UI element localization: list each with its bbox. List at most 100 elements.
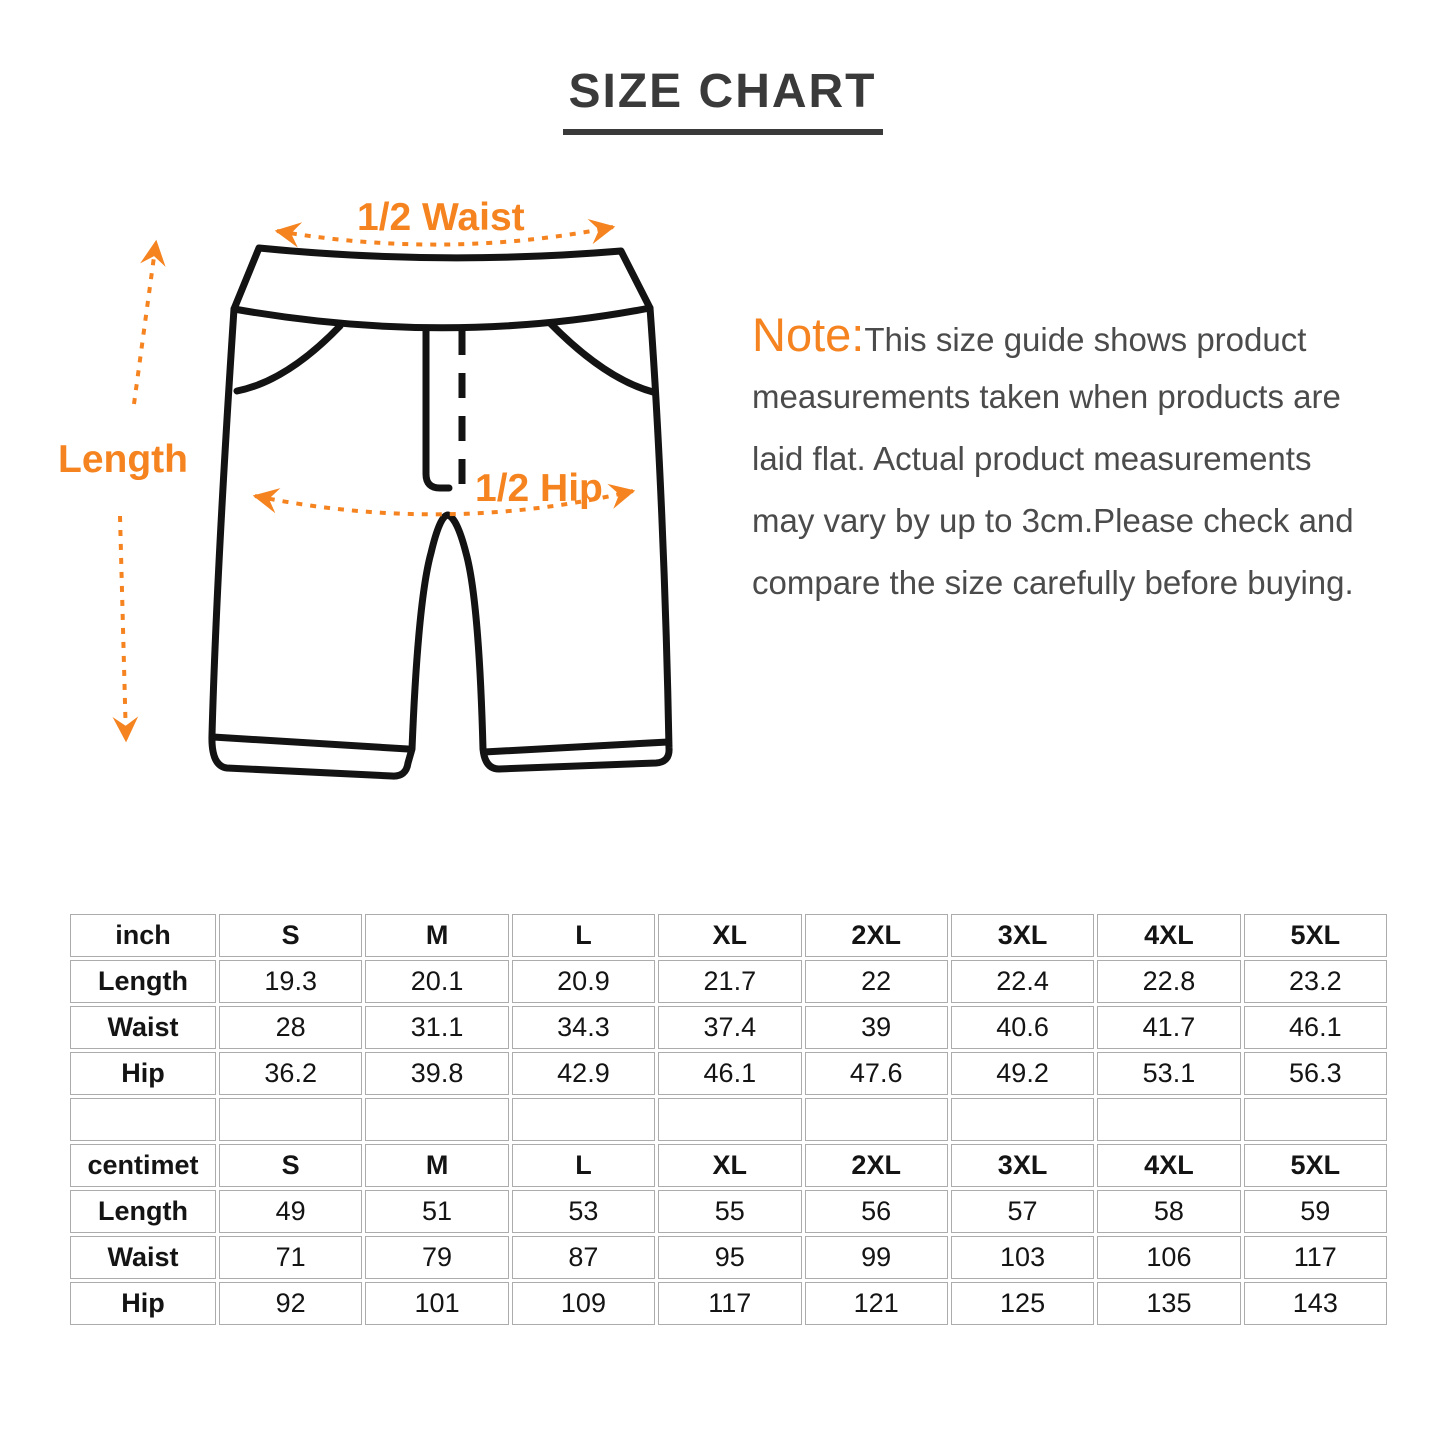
value-cell: 87 <box>511 1236 656 1279</box>
size-header-cell: XL <box>658 1144 802 1187</box>
size-header-cell: M <box>365 1144 509 1187</box>
value-cell: 57 <box>950 1190 1095 1233</box>
size-header-cell: M <box>365 914 509 957</box>
value-cell: 46.1 <box>658 1052 802 1095</box>
value-cell: 135 <box>1097 1282 1241 1325</box>
size-header-cell: 4XL <box>1097 1144 1241 1187</box>
value-cell: 121 <box>804 1282 948 1325</box>
value-cell: 23.2 <box>1243 960 1387 1003</box>
value-cell: 99 <box>804 1236 948 1279</box>
half-waist-label: 1/2 Waist <box>357 196 525 239</box>
waist-arrow <box>274 218 616 248</box>
value-cell: 22.4 <box>950 960 1095 1003</box>
value-cell: 109 <box>511 1282 656 1325</box>
value-cell: 51 <box>365 1190 509 1233</box>
spacer-cell <box>365 1098 509 1141</box>
left-cuff-line <box>209 733 412 753</box>
row-label-cell: Length <box>70 960 216 1003</box>
size-header-cell: L <box>511 914 656 957</box>
value-cell: 47.6 <box>804 1052 948 1095</box>
value-cell: 53 <box>511 1190 656 1233</box>
value-cell: 22 <box>804 960 948 1003</box>
value-cell: 143 <box>1243 1282 1387 1325</box>
note-line: compare the size carefully before buying… <box>752 564 1354 601</box>
length-arrow-lower <box>112 515 139 743</box>
value-cell: 39.8 <box>365 1052 509 1095</box>
row-label-cell: Hip <box>70 1282 216 1325</box>
table-row-cm-waist: Waist 71 79 87 95 99 103 106 117 <box>70 1236 1387 1279</box>
value-cell: 39 <box>804 1006 948 1049</box>
value-cell: 40.6 <box>950 1006 1095 1049</box>
spacer-cell <box>1243 1098 1387 1141</box>
table-row-cm-header: centimet S M L XL 2XL 3XL 4XL 5XL <box>70 1144 1387 1187</box>
unit-cell: centimet <box>70 1144 216 1187</box>
spacer-cell <box>950 1098 1095 1141</box>
note-line: laid flat. Actual product measurements <box>752 440 1312 477</box>
size-header-cell: L <box>511 1144 656 1187</box>
value-cell: 92 <box>219 1282 363 1325</box>
page-title: SIZE CHART <box>562 64 883 135</box>
value-cell: 125 <box>950 1282 1095 1325</box>
value-cell: 56.3 <box>1243 1052 1387 1095</box>
value-cell: 53.1 <box>1097 1052 1241 1095</box>
size-header-cell: 5XL <box>1243 914 1387 957</box>
size-header-cell: 5XL <box>1243 1144 1387 1187</box>
value-cell: 106 <box>1097 1236 1241 1279</box>
value-cell: 22.8 <box>1097 960 1241 1003</box>
table-row-inch-waist: Waist 28 31.1 34.3 37.4 39 40.6 41.7 46.… <box>70 1006 1387 1049</box>
shorts-waistband <box>230 244 654 332</box>
spacer-cell <box>511 1098 656 1141</box>
value-cell: 37.4 <box>658 1006 802 1049</box>
note-line: may vary by up to 3cm.Please check and <box>752 502 1354 539</box>
table-row-cm-length: Length 49 51 53 55 56 57 58 59 <box>70 1190 1387 1233</box>
length-arrow-upper <box>132 239 166 405</box>
value-cell: 28 <box>219 1006 363 1049</box>
value-cell: 36.2 <box>219 1052 363 1095</box>
value-cell: 46.1 <box>1243 1006 1387 1049</box>
value-cell: 117 <box>1243 1236 1387 1279</box>
table-row-inch-header: inch S M L XL 2XL 3XL 4XL 5XL <box>70 914 1387 957</box>
shorts-diagram <box>112 218 673 780</box>
spacer-cell <box>219 1098 363 1141</box>
size-header-cell: S <box>219 1144 363 1187</box>
value-cell: 41.7 <box>1097 1006 1241 1049</box>
value-cell: 42.9 <box>511 1052 656 1095</box>
table-row-inch-hip: Hip 36.2 39.8 42.9 46.1 47.6 49.2 53.1 5… <box>70 1052 1387 1095</box>
spacer-cell <box>804 1098 948 1141</box>
note-line: measurements taken when products are <box>752 378 1341 415</box>
value-cell: 58 <box>1097 1190 1241 1233</box>
size-header-cell: S <box>219 914 363 957</box>
value-cell: 19.3 <box>219 960 363 1003</box>
table-row-spacer <box>70 1098 1387 1141</box>
unit-cell: inch <box>70 914 216 957</box>
half-hip-label: 1/2 Hip <box>475 467 603 510</box>
value-cell: 79 <box>365 1236 509 1279</box>
spacer-cell <box>70 1098 216 1141</box>
row-label-cell: Hip <box>70 1052 216 1095</box>
value-cell: 21.7 <box>658 960 802 1003</box>
row-label-cell: Waist <box>70 1006 216 1049</box>
table-row-cm-hip: Hip 92 101 109 117 121 125 135 143 <box>70 1282 1387 1325</box>
value-cell: 59 <box>1243 1190 1387 1233</box>
value-cell: 101 <box>365 1282 509 1325</box>
value-cell: 20.9 <box>511 960 656 1003</box>
note-text: This size guide shows product <box>864 321 1307 358</box>
value-cell: 55 <box>658 1190 802 1233</box>
value-cell: 95 <box>658 1236 802 1279</box>
size-header-cell: 2XL <box>804 1144 948 1187</box>
value-cell: 20.1 <box>365 960 509 1003</box>
note-line: Note:This size guide shows product <box>752 304 1412 366</box>
size-header-cell: 2XL <box>804 914 948 957</box>
table-row-inch-length: Length 19.3 20.1 20.9 21.7 22 22.4 22.8 … <box>70 960 1387 1003</box>
size-table: inch S M L XL 2XL 3XL 4XL 5XL Length 19.… <box>67 911 1390 1328</box>
value-cell: 56 <box>804 1190 948 1233</box>
value-cell: 49.2 <box>950 1052 1095 1095</box>
size-header-cell: 3XL <box>950 914 1095 957</box>
length-label: Length <box>58 438 188 481</box>
value-cell: 49 <box>219 1190 363 1233</box>
note-prefix: Note: <box>752 308 865 361</box>
row-label-cell: Waist <box>70 1236 216 1279</box>
value-cell: 71 <box>219 1236 363 1279</box>
row-label-cell: Length <box>70 1190 216 1233</box>
